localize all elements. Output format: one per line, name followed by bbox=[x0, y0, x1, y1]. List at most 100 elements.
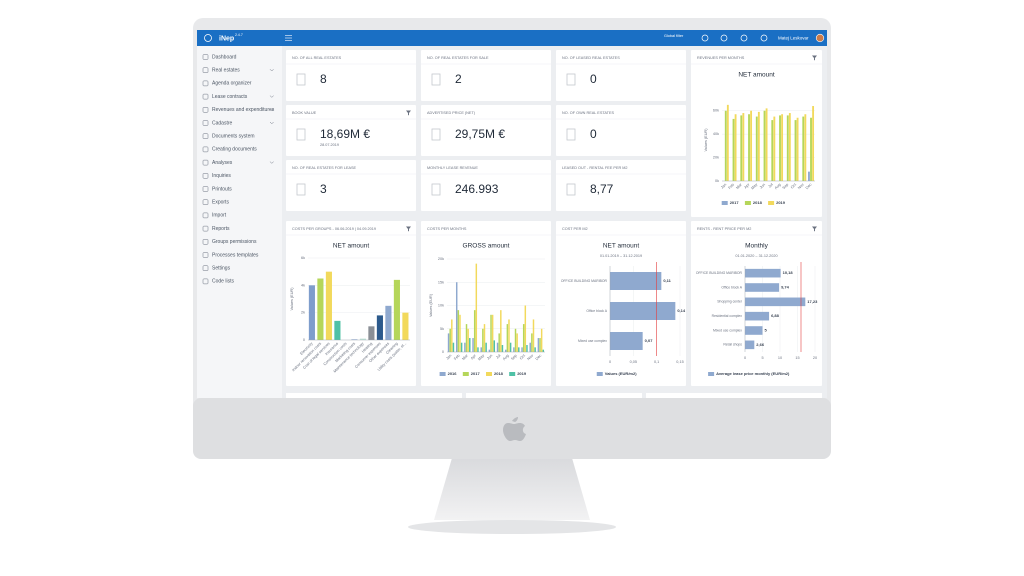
menu-icon bbox=[202, 107, 209, 113]
bar bbox=[325, 271, 332, 340]
legend-label[interactable]: 2018 bbox=[753, 200, 763, 205]
legend-label[interactable]: 2017 bbox=[730, 200, 740, 205]
user-name[interactable]: Matej Leskovar bbox=[778, 36, 809, 41]
menu-icon bbox=[202, 199, 209, 205]
help-icon[interactable] bbox=[740, 34, 748, 42]
menu-icon bbox=[202, 54, 209, 60]
y-axis-label: Values (EUR) bbox=[290, 287, 294, 311]
card-title: ADVERTISED PRICE (NET) bbox=[427, 111, 476, 115]
menu-item[interactable]: Import bbox=[212, 213, 227, 219]
bar bbox=[334, 320, 341, 340]
value-label: 17,23 bbox=[807, 299, 818, 304]
card-title: BOOK VALUE bbox=[292, 111, 317, 115]
logo[interactable]: iNep bbox=[219, 35, 234, 42]
card-title: NO. OF REAL ESTATES FOR LEASE bbox=[292, 166, 357, 170]
y-tick-label: 10k bbox=[438, 304, 444, 308]
kpi-icon bbox=[296, 73, 306, 86]
menu-icon bbox=[202, 146, 209, 153]
bar bbox=[483, 324, 486, 352]
menu-item[interactable]: Settings bbox=[212, 266, 231, 272]
bar bbox=[516, 333, 518, 352]
menu-item[interactable]: Creating documents bbox=[212, 147, 257, 153]
bar bbox=[393, 279, 400, 340]
bar bbox=[526, 345, 528, 352]
bar bbox=[748, 114, 750, 181]
bar bbox=[376, 315, 383, 340]
bar bbox=[488, 349, 491, 352]
legend-label[interactable]: 2016 bbox=[448, 371, 458, 376]
menu-item[interactable]: Lease contracts bbox=[212, 94, 248, 100]
bar bbox=[480, 347, 482, 352]
bar bbox=[317, 278, 324, 340]
filter-icon[interactable] bbox=[812, 226, 817, 232]
x-tick-label: Jun bbox=[486, 354, 493, 361]
card bbox=[421, 50, 551, 101]
kpi-icon bbox=[566, 128, 576, 141]
partial-card bbox=[646, 393, 822, 398]
global-filter[interactable]: Global filter bbox=[664, 34, 684, 38]
bar bbox=[757, 111, 760, 181]
y-tick-label: 6k bbox=[301, 256, 305, 260]
bar bbox=[610, 302, 676, 320]
menu-item[interactable]: Revenues and expenditures bbox=[212, 107, 275, 113]
avatar[interactable] bbox=[815, 33, 825, 43]
bar bbox=[496, 342, 499, 352]
x-tick-label: 0,05 bbox=[630, 360, 637, 364]
menu-icon bbox=[202, 239, 209, 245]
menu-icon bbox=[202, 173, 209, 179]
menu-item[interactable]: Real estates bbox=[212, 68, 240, 74]
menu-item[interactable]: Agenda organizer bbox=[212, 81, 252, 87]
x-tick-label: 0,15 bbox=[676, 360, 683, 364]
bar bbox=[529, 342, 531, 352]
menu-item[interactable]: Dashboard bbox=[212, 54, 237, 60]
menu-item[interactable]: Exports bbox=[212, 200, 229, 206]
apple-logo bbox=[503, 417, 526, 441]
chart-subtitle: 01.01.2019 – 31.12.2019 bbox=[600, 254, 642, 258]
monitor-base bbox=[408, 520, 616, 534]
x-tick-label: Feb bbox=[453, 354, 460, 361]
notifications-icon[interactable] bbox=[701, 34, 709, 42]
menu-toggle[interactable] bbox=[285, 35, 292, 41]
menu-item[interactable]: Processes templates bbox=[212, 252, 259, 258]
bar bbox=[498, 333, 500, 352]
tips-icon[interactable] bbox=[720, 34, 728, 42]
legend-label[interactable]: Average lease price monthly (EUR/m2) bbox=[716, 371, 790, 376]
bar bbox=[745, 297, 806, 307]
legend-swatch bbox=[768, 201, 775, 205]
bar bbox=[734, 114, 737, 181]
menu-item[interactable]: Analyses bbox=[212, 160, 233, 166]
kpi-value: 0 bbox=[590, 72, 597, 86]
menu-item[interactable]: Documents system bbox=[212, 134, 255, 140]
menu-item[interactable]: Groups permissions bbox=[212, 239, 257, 245]
kpi-icon bbox=[431, 73, 441, 86]
bar bbox=[812, 106, 815, 181]
users-icon[interactable] bbox=[760, 34, 768, 42]
menu-item[interactable]: Cadastre bbox=[212, 120, 233, 126]
filter-icon[interactable] bbox=[406, 226, 411, 232]
menu-item[interactable]: Printouts bbox=[212, 186, 232, 192]
bar bbox=[765, 108, 768, 181]
y-tick-label: 0k bbox=[715, 179, 719, 183]
bar bbox=[745, 311, 770, 321]
card-title: NO. OF REAL ESTATES FOR SALE bbox=[427, 56, 489, 60]
bar bbox=[308, 285, 315, 340]
legend-label[interactable]: 2018 bbox=[494, 371, 504, 376]
filter-icon[interactable] bbox=[812, 55, 817, 61]
legend-label[interactable]: Values (EUR/m2) bbox=[605, 371, 637, 376]
menu-icon bbox=[202, 159, 209, 166]
value-label: 0,11 bbox=[663, 278, 671, 283]
bar bbox=[472, 338, 474, 352]
bar bbox=[359, 338, 366, 340]
bar bbox=[539, 338, 541, 352]
menu-item[interactable]: Code lists bbox=[212, 279, 234, 285]
bar bbox=[532, 319, 535, 352]
menu-item[interactable]: Reports bbox=[212, 226, 230, 232]
bar bbox=[455, 282, 458, 352]
legend-label[interactable]: 2019 bbox=[776, 200, 786, 205]
menu-item[interactable]: Inquiries bbox=[212, 173, 231, 179]
legend-label[interactable]: 2017 bbox=[471, 371, 481, 376]
filter-icon[interactable] bbox=[406, 110, 411, 116]
kpi-value: 246.993 bbox=[455, 182, 499, 196]
kpi-value: 8,77 bbox=[590, 182, 614, 196]
legend-label[interactable]: 2019 bbox=[517, 371, 527, 376]
